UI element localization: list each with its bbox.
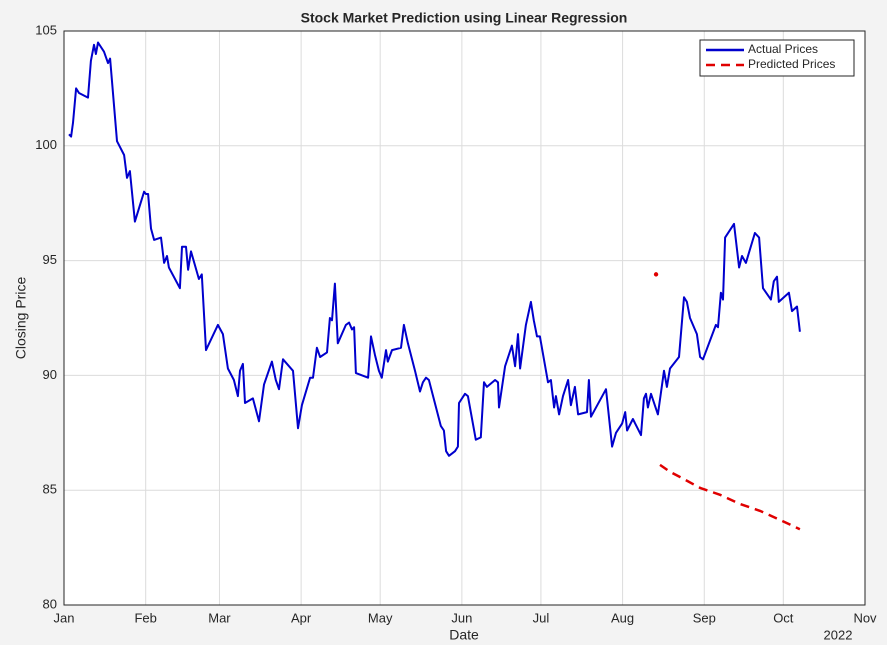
x-tick-label: Mar	[208, 610, 231, 625]
x-tick-label: Jun	[451, 610, 472, 625]
series-layer	[68, 41, 801, 531]
plot-area	[64, 31, 865, 605]
legend-label: Actual Prices	[748, 42, 818, 56]
series-line	[659, 463, 801, 531]
chart-title: Stock Market Prediction using Linear Reg…	[301, 10, 628, 26]
x-tick-label: Jan	[54, 610, 75, 625]
data-point	[653, 272, 659, 277]
y-tick-label: 95	[43, 252, 57, 267]
y-axis-label: Closing Price	[13, 277, 29, 360]
y-tick-label: 80	[43, 596, 57, 611]
x-tick-label: Oct	[773, 610, 794, 625]
x-tick-label: May	[368, 610, 393, 625]
series-line	[68, 41, 801, 457]
y-tick-label: 100	[35, 137, 57, 152]
legend-label: Predicted Prices	[748, 57, 835, 71]
y-tick-label: 85	[43, 482, 57, 497]
x-tick-label: Jul	[533, 610, 550, 625]
x-tick-label: Apr	[291, 610, 312, 625]
x-tick-label: Feb	[134, 610, 156, 625]
x-axis-label: Date	[449, 627, 479, 643]
y-tick-label: 90	[43, 367, 57, 382]
x-tick-label: Aug	[611, 610, 634, 625]
legend-box	[699, 39, 855, 77]
x-tick-label: Nov	[853, 610, 877, 625]
x-secondary-label: 2022	[824, 627, 853, 642]
axes-box	[63, 30, 866, 606]
x-tick-label: Sep	[693, 610, 716, 625]
y-tick-label: 105	[35, 22, 57, 37]
